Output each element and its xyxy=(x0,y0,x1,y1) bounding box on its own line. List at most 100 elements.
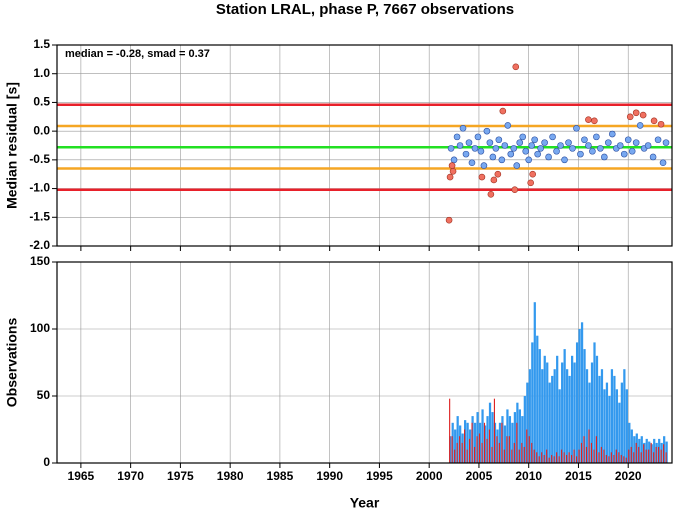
data-point xyxy=(649,153,657,161)
data-point xyxy=(644,142,652,149)
bar xyxy=(570,454,573,463)
bar xyxy=(466,449,468,463)
data-point xyxy=(534,150,541,158)
y-tick-label: -0.5 xyxy=(29,152,50,166)
x-tick-label: 2015 xyxy=(565,469,592,483)
data-point xyxy=(624,136,632,144)
bar xyxy=(551,375,554,463)
annotation: median = -0.28, smad = 0.37 xyxy=(65,48,210,60)
bar xyxy=(548,382,551,463)
bar xyxy=(603,449,605,463)
bar xyxy=(623,456,625,463)
bar xyxy=(523,396,526,463)
bar xyxy=(568,375,571,463)
bar xyxy=(615,389,619,463)
data-point xyxy=(468,159,476,167)
bar xyxy=(583,436,585,463)
data-point xyxy=(528,142,535,149)
plot-frame xyxy=(56,44,673,247)
bar xyxy=(476,436,478,463)
bar xyxy=(551,454,553,463)
bar xyxy=(511,422,514,463)
bar xyxy=(628,449,630,463)
bar xyxy=(605,454,607,463)
bar xyxy=(585,369,589,463)
bar xyxy=(528,369,531,463)
bar xyxy=(620,454,622,463)
bar xyxy=(508,436,510,463)
bar xyxy=(456,442,458,463)
data-point xyxy=(585,142,592,149)
y-tick-label: 0.5 xyxy=(33,95,50,109)
bar xyxy=(618,452,620,463)
data-point xyxy=(456,142,464,149)
data-point xyxy=(557,142,564,149)
data-point xyxy=(510,145,518,152)
data-point xyxy=(628,147,636,155)
bar xyxy=(585,446,588,463)
data-point xyxy=(487,191,495,198)
bar xyxy=(628,422,631,463)
y-tick-label: -1.0 xyxy=(29,181,50,195)
bar xyxy=(575,456,578,463)
x-tick-label: 1970 xyxy=(117,469,144,483)
bar xyxy=(558,389,561,463)
data-point xyxy=(494,170,502,178)
bar xyxy=(531,442,533,463)
bar xyxy=(516,422,518,463)
bar xyxy=(578,449,580,463)
data-point xyxy=(489,153,497,161)
data-point xyxy=(605,139,612,146)
x-tick-label: 1990 xyxy=(316,469,343,483)
bar xyxy=(558,456,560,463)
data-point xyxy=(512,63,520,71)
bar xyxy=(620,382,623,463)
bar xyxy=(600,369,604,463)
bar xyxy=(610,452,612,463)
data-point xyxy=(541,139,548,146)
bar xyxy=(655,446,657,463)
data-point xyxy=(450,156,458,164)
bar xyxy=(658,446,660,463)
data-point xyxy=(597,145,604,152)
data-point xyxy=(537,145,544,152)
bar xyxy=(538,456,540,463)
bar xyxy=(660,449,662,463)
data-point xyxy=(589,147,596,155)
data-point xyxy=(561,156,568,164)
data-point xyxy=(504,122,512,129)
data-point xyxy=(519,133,527,141)
bar xyxy=(464,429,466,463)
data-point xyxy=(453,133,461,141)
bar xyxy=(613,454,615,463)
y-tick-label: 50 xyxy=(37,388,51,402)
x-axis-label: Year xyxy=(350,495,380,511)
bar xyxy=(633,436,636,463)
bar xyxy=(573,362,576,463)
bar xyxy=(456,416,459,463)
data-point xyxy=(483,127,491,135)
data-point xyxy=(591,117,598,125)
bar xyxy=(496,436,498,463)
bar xyxy=(533,302,536,463)
data-point xyxy=(632,139,640,146)
data-point xyxy=(549,133,556,141)
bar xyxy=(573,449,575,463)
bar xyxy=(650,442,652,463)
data-point xyxy=(501,142,509,149)
bar xyxy=(640,452,642,463)
bar xyxy=(553,369,556,463)
bar xyxy=(608,396,611,463)
bar xyxy=(481,409,484,463)
bar xyxy=(665,452,667,463)
bar xyxy=(488,429,491,463)
bar xyxy=(593,449,595,463)
data-point xyxy=(565,139,572,146)
bar xyxy=(553,456,555,463)
bar xyxy=(533,449,535,463)
bar xyxy=(486,438,488,463)
x-tick-label: 2010 xyxy=(515,469,542,483)
bar xyxy=(568,452,570,463)
data-point xyxy=(474,133,482,141)
data-point xyxy=(525,156,532,164)
